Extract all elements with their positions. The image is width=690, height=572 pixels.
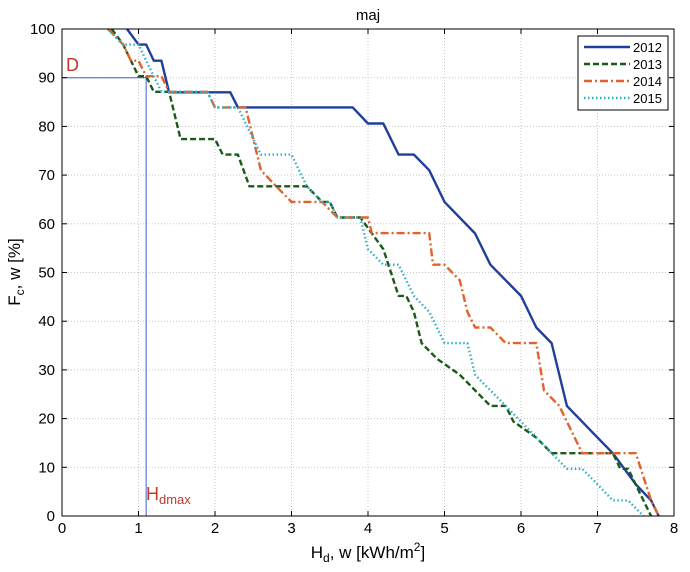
x-tick-label: 6 <box>517 520 525 537</box>
x-tick-label: 7 <box>593 520 601 537</box>
x-tick-label: 1 <box>134 520 142 537</box>
legend-label-2014: 2014 <box>633 74 662 89</box>
series-lines <box>107 28 660 517</box>
y-tick-label: 30 <box>38 362 55 379</box>
y-tick-label: 50 <box>38 265 55 282</box>
y-axis-label-main: F <box>5 295 24 305</box>
x-tick-label: 3 <box>287 520 295 537</box>
y-tick-label: 90 <box>38 70 55 87</box>
x-tick-label: 8 <box>670 520 678 537</box>
legend-label-2013: 2013 <box>633 57 662 72</box>
x-axis-label-sup: 2 <box>414 540 421 554</box>
x-axis-label: Hd, w [kWh/m2] <box>311 540 425 565</box>
x-axis-label-rest: , w [kWh/m <box>330 543 414 562</box>
x-axis-label-sub: d <box>323 551 330 565</box>
y-axis-label-sub: c <box>13 289 27 295</box>
annotation-hdmax-sub: dmax <box>159 492 191 507</box>
x-tick-label: 0 <box>58 520 66 537</box>
legend-label-2015: 2015 <box>633 91 662 106</box>
chart-title: maj <box>356 7 380 24</box>
y-tick-label: 40 <box>38 313 55 330</box>
y-tick-label: 0 <box>47 508 55 525</box>
x-tick-label: 4 <box>364 520 372 537</box>
y-tick-label: 20 <box>38 411 55 428</box>
series-line-2014 <box>107 28 660 517</box>
annotation-hdmax-main: H <box>146 484 159 504</box>
y-tick-label: 60 <box>38 216 55 233</box>
y-tick-label: 70 <box>38 167 55 184</box>
x-axis-label-main: H <box>311 543 323 562</box>
legend: 2012 2013 2014 2015 <box>577 35 669 111</box>
series-line-2012 <box>126 28 660 517</box>
y-tick-label: 10 <box>38 459 55 476</box>
x-tick-label: 5 <box>440 520 448 537</box>
legend-label-2012: 2012 <box>633 40 662 55</box>
annotation-d: D <box>66 55 79 75</box>
annotation-hdmax: Hdmax <box>146 484 191 507</box>
y-axis-label-rest: , w [%] <box>5 238 24 289</box>
y-tick-label: 100 <box>30 21 55 38</box>
x-tick-label: 2 <box>211 520 219 537</box>
x-axis-label-end: ] <box>420 543 425 562</box>
y-tick-label: 80 <box>38 118 55 135</box>
series-line-2015 <box>107 28 645 517</box>
grid <box>62 29 674 516</box>
y-axis-label: Fc, w [%] <box>5 238 27 305</box>
